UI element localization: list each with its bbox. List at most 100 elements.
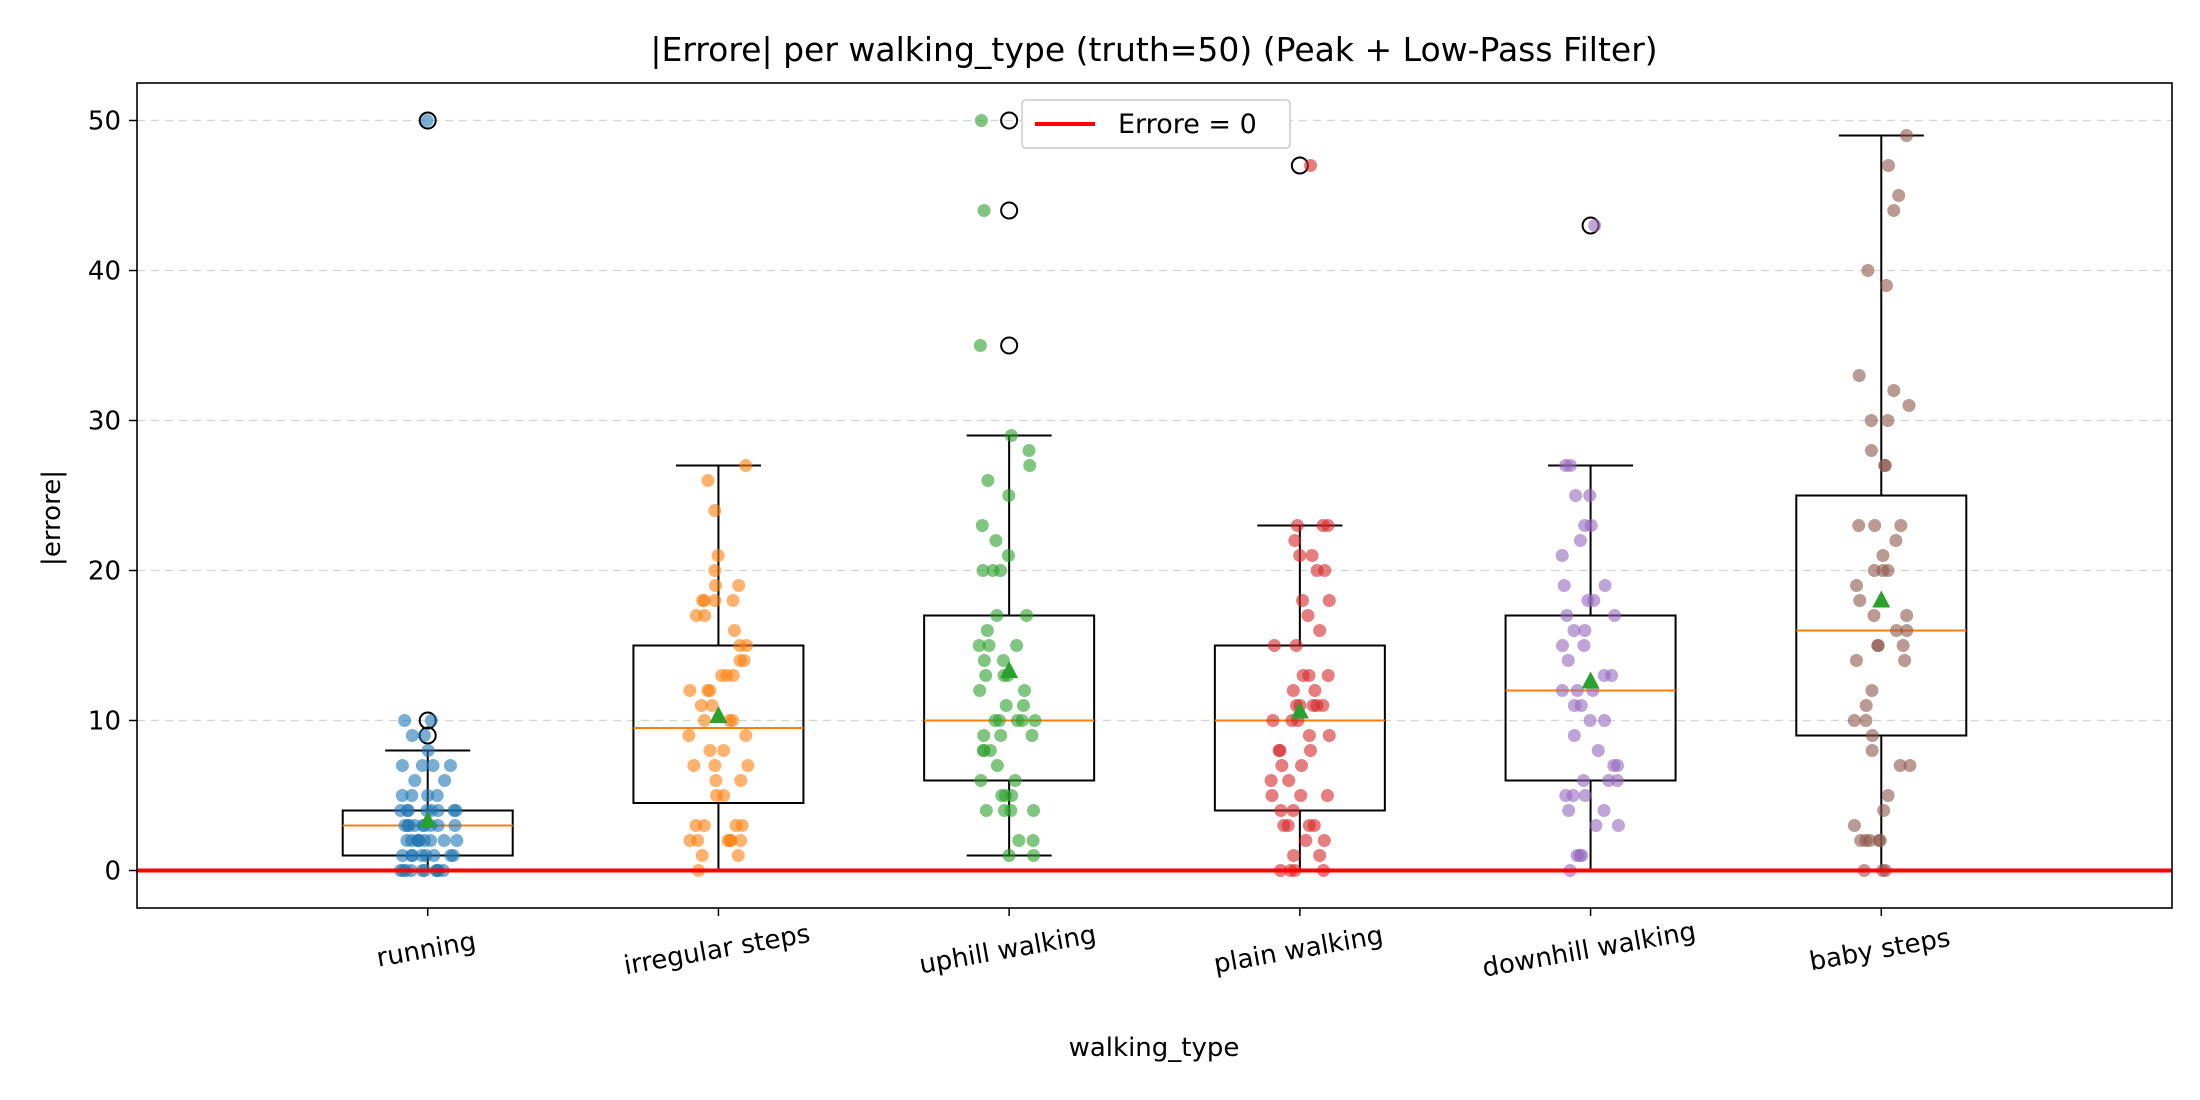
data-point [1282,774,1296,787]
data-point [415,759,429,772]
data-point [412,834,426,847]
data-point [683,684,697,697]
data-point [1286,804,1300,817]
outlier-marker [1000,111,1019,130]
data-point [1022,444,1036,457]
y-tick-label: 50 [88,107,121,137]
data-point [1294,789,1308,802]
data-point [1881,789,1895,802]
data-point [1864,414,1878,427]
data-point [977,204,991,217]
data-point [710,789,724,802]
data-point [1853,594,1867,607]
data-point [711,549,725,562]
data-point [1275,759,1289,772]
data-point [980,624,994,637]
data-point [1321,669,1335,682]
data-point [1602,774,1616,787]
data-point [990,759,1004,772]
data-point [708,504,722,517]
data-point [424,834,438,847]
legend-frame [1021,99,1291,149]
data-point [443,759,457,772]
data-point [1605,669,1619,682]
legend: Errore = 0 [1021,99,1291,149]
data-point [1847,819,1861,832]
data-point [1583,489,1597,502]
data-point [1567,729,1581,742]
data-point [1876,549,1890,562]
data-point [1010,639,1024,652]
data-point [1584,519,1598,532]
data-point [682,729,696,742]
data-point [1610,759,1624,772]
data-point [734,834,748,847]
data-point [405,849,419,862]
data-point [733,654,747,667]
data-point [708,594,722,607]
group-uphill-walking [923,111,1096,862]
data-point [1900,609,1914,622]
chart-title: |Errore| per walking_type (truth=50) (Pe… [650,30,1657,69]
data-point [1608,609,1622,622]
data-point [1867,564,1881,577]
group-downhill-walking [1504,216,1677,877]
data-point [989,534,1003,547]
data-point [1306,699,1320,712]
data-point [1903,759,1917,772]
data-point [1016,699,1030,712]
data-point [1273,744,1287,757]
data-point [979,804,993,817]
group-plain-walking [1213,156,1386,877]
data-point [997,804,1011,817]
data-point [398,714,412,727]
data-point [1004,429,1018,442]
data-point [1889,534,1903,547]
data-point [983,744,997,757]
data-point [1890,624,1904,637]
mean-marker [1872,590,1891,608]
data-point [1287,849,1301,862]
data-point [1577,639,1591,652]
data-point [701,474,715,487]
data-point [1900,129,1914,142]
data-point [1288,534,1302,547]
data-point [697,714,711,727]
data-point [1318,564,1332,577]
data-point [449,804,463,817]
data-point [1577,774,1591,787]
mean-marker [418,811,437,828]
data-point [696,594,710,607]
data-point [741,759,755,772]
data-point [1320,789,1334,802]
data-point [731,849,745,862]
data-point [405,789,419,802]
data-point [431,819,445,832]
data-point [732,579,746,592]
outlier-marker [1000,336,1019,355]
data-point [1859,714,1873,727]
data-point [1591,744,1605,757]
data-point [990,609,1004,622]
data-point [727,624,741,637]
data-point [976,564,990,577]
data-point [977,729,991,742]
data-point [1877,804,1891,817]
data-point [1588,219,1602,232]
data-point [1871,639,1885,652]
data-point [395,849,409,862]
data-point [973,339,987,352]
data-point [1867,609,1881,622]
data-point [694,699,708,712]
mean-marker [1000,661,1019,678]
data-point [1578,789,1592,802]
data-point [979,669,993,682]
data-point [1322,594,1336,607]
data-point [708,564,722,577]
data-point [1859,834,1873,847]
data-point [401,819,415,832]
data-point [1879,279,1893,292]
data-point [1028,714,1042,727]
